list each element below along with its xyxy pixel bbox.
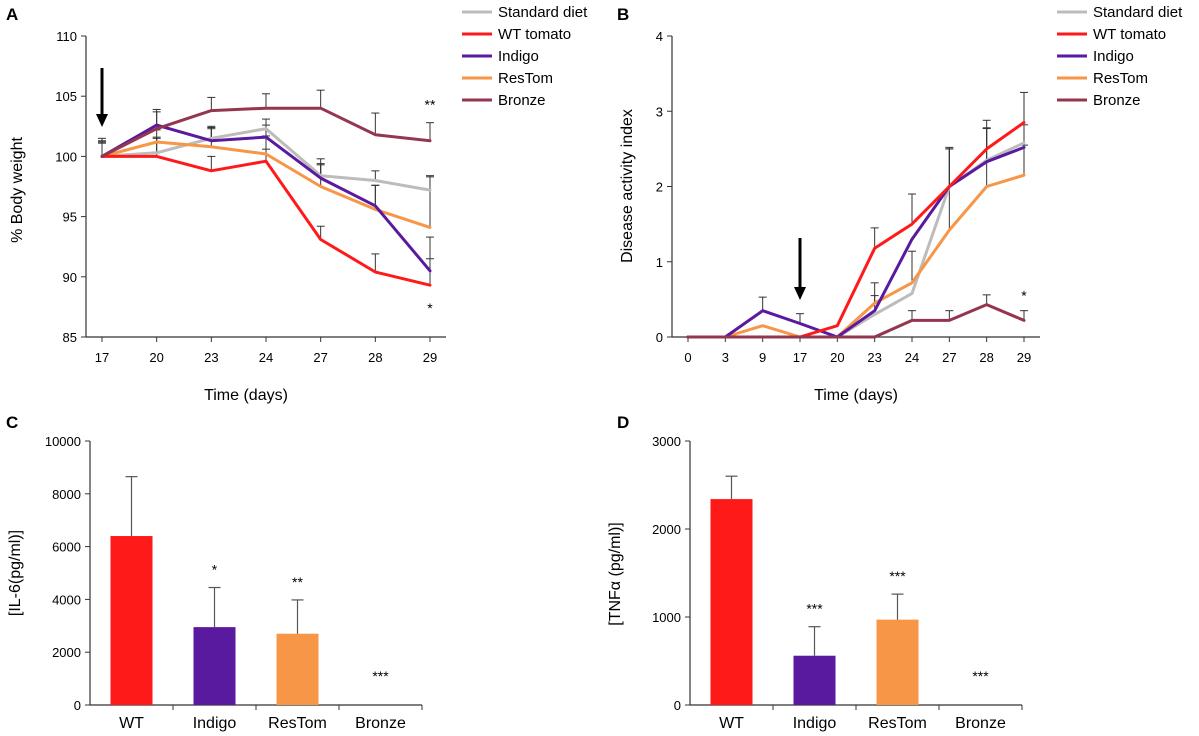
legend-label-restom: ResTom [1093,70,1148,87]
x-tick-label: 20 [830,350,844,365]
y-tick-label: 100 [55,149,77,164]
y-tick-label: 2000 [52,645,81,660]
legend-label-bronze: Bronze [498,92,546,109]
panel-d-bar-chart: D [TNFα (pg/ml)] 0 1000 2000 3000 WT Indigo R… [607,413,1023,732]
significance-marker: *** [806,601,823,617]
significance-marker: * [1021,288,1027,304]
y-tick-label: 6000 [52,540,81,555]
x-tick-label: Bronze [355,715,406,732]
y-tick-label: 90 [63,270,77,285]
x-tick-label: WT [119,715,144,732]
x-tick-label: ResTom [868,715,927,732]
arrow-head [96,114,108,127]
x-tick-label: 24 [259,350,273,365]
significance-marker: *** [972,668,989,684]
legend-label-indigo: Indigo [1093,48,1134,65]
y-tick-label: 10000 [45,434,81,449]
y-tick-label: 2 [656,180,663,195]
series-line-bronze [686,303,1026,339]
legend-label-standard-diet: Standard diet [498,4,588,21]
significance-marker: ** [292,574,303,590]
arrow-head [794,287,806,300]
x-tick-label: WT [719,715,744,732]
significance-marker: * [212,562,218,578]
panel-letter: D [617,413,629,432]
y-axis-label: [IL-6(pg/ml)] [7,530,24,616]
x-tick-label: Indigo [793,715,837,732]
bar-wt [710,499,753,705]
bar-restom [876,619,919,705]
x-tick-label: 17 [793,350,807,365]
x-tick-label: 23 [204,350,218,365]
panel-b-line-chart: B Disease activity index Time (days) 0 1 2… [617,4,1183,404]
x-tick-label: 20 [149,350,163,365]
x-tick-label: 3 [722,350,729,365]
series-line-wt-tomato [100,154,432,287]
bar-wt [110,536,153,705]
x-tick-label: 23 [867,350,881,365]
y-tick-label: 0 [74,698,81,713]
legend-label-wt-tomato: WT tomato [498,26,571,43]
x-tick-label: 0 [684,350,691,365]
x-tick-label: 28 [368,350,382,365]
series-line-indigo [100,123,432,273]
series-line-restom [100,140,432,229]
y-tick-label: 1000 [652,610,681,625]
y-tick-label: 0 [656,330,663,345]
y-tick-label: 4000 [52,592,81,607]
series-line-wt-tomato [686,121,1026,339]
series-line-indigo [686,145,1026,339]
y-tick-label: 95 [63,210,77,225]
y-tick-label: 0 [674,698,681,713]
y-axis-label: Disease activity index [619,109,636,263]
x-tick-label: 27 [942,350,956,365]
x-tick-label: 24 [905,350,919,365]
y-tick-label: 1 [656,255,663,270]
panel-letter: C [6,413,18,432]
x-tick-label: Bronze [955,715,1006,732]
significance-marker: *** [372,668,389,684]
y-axis-label: [TNFα (pg/ml)] [607,522,624,625]
y-tick-label: 110 [56,29,77,44]
y-tick-label: 2000 [652,522,681,537]
y-tick-label: 3 [656,104,663,119]
x-tick-label: ResTom [268,715,327,732]
y-tick-label: 85 [63,330,77,345]
x-tick-label: 9 [759,350,766,365]
bar-indigo [793,655,836,705]
panel-letter: A [6,5,18,24]
bar-indigo [193,627,236,705]
series-line-restom [686,173,1026,339]
y-tick-label: 3000 [652,434,681,449]
y-axis-label: % Body weight [9,137,26,243]
x-tick-label: 27 [313,350,327,365]
y-tick-label: 4 [656,29,663,44]
x-axis-label: Time (days) [814,387,898,404]
panel-letter: B [617,5,629,24]
significance-marker: * [427,300,433,316]
x-tick-label: 29 [423,350,437,365]
x-axis-label: Time (days) [204,387,288,404]
y-tick-label: 8000 [52,487,81,502]
y-tick-label: 105 [55,89,77,104]
bar-restom [276,633,319,705]
x-tick-label: 17 [95,350,109,365]
legend-label-standard-diet: Standard diet [1093,4,1183,21]
significance-marker: ** [425,97,436,113]
series-line-bronze [100,106,432,158]
panel-c-bar-chart: C [IL-6(pg/ml)] 0 2000 4000 6000 8000 10000 W… [6,413,423,732]
x-tick-label: 28 [979,350,993,365]
panel-a-line-chart: A % Body weight Time (days) 85 90 95 100 105… [6,4,588,404]
significance-marker: *** [889,568,906,584]
legend-label-restom: ResTom [498,70,553,87]
x-tick-label: 29 [1017,350,1031,365]
legend-label-bronze: Bronze [1093,92,1141,109]
legend-label-indigo: Indigo [498,48,539,65]
series-line-standard-diet [100,127,432,192]
x-tick-label: Indigo [193,715,237,732]
legend-label-wt-tomato: WT tomato [1093,26,1166,43]
